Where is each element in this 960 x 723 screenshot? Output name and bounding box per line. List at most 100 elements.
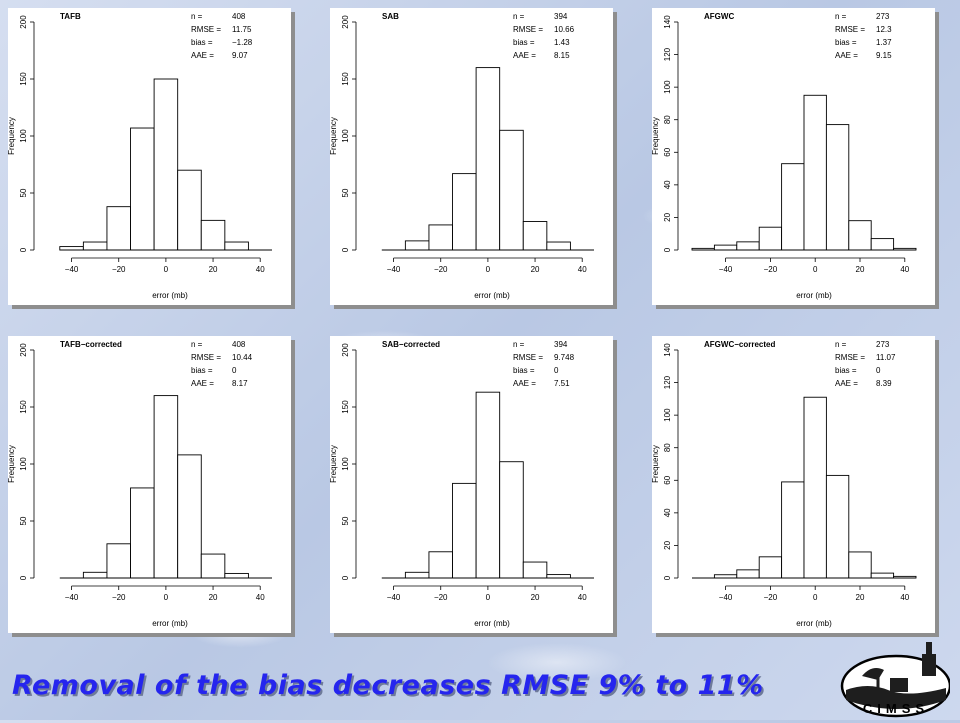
x-tick-label: 40 <box>578 593 587 602</box>
x-tick-label: 20 <box>531 593 540 602</box>
y-tick-label: 100 <box>663 80 672 94</box>
x-tick-label: 20 <box>209 593 218 602</box>
x-tick-label: 40 <box>900 265 909 274</box>
histogram-bar <box>758 226 783 251</box>
x-tick-label: 0 <box>164 593 169 602</box>
histogram-bar <box>428 551 453 579</box>
y-tick-label: 150 <box>19 72 28 86</box>
y-tick-label: 0 <box>663 575 672 580</box>
x-tick-label: 20 <box>856 265 865 274</box>
y-tick-label: 200 <box>19 343 28 357</box>
x-tick-label: −40 <box>387 265 401 274</box>
histogram-panel-sab-corrected: −40 −20 0 20 40 error (mb) 0 50 100 150 200 Frequen… <box>330 336 613 633</box>
x-tick-label: 40 <box>256 265 265 274</box>
histogram-bar <box>848 220 872 251</box>
x-tick-label: 20 <box>856 593 865 602</box>
y-tick-label: 100 <box>341 129 350 143</box>
stat-value: 408 <box>232 340 246 349</box>
x-tick-label: −20 <box>112 593 126 602</box>
stat-value: 9.07 <box>232 51 248 60</box>
histogram-bar <box>499 461 524 579</box>
histogram-bar <box>200 553 226 579</box>
stat-label: bias = <box>835 366 857 375</box>
stat-label: n = <box>835 340 847 349</box>
stat-label: AAE = <box>835 51 858 60</box>
x-axis-label: error (mb) <box>474 619 510 628</box>
histogram-bar <box>404 240 430 251</box>
histogram-bar <box>713 244 738 251</box>
stat-value: 394 <box>554 340 568 349</box>
histogram-panel-afgwc: −40 −20 0 20 40 error (mb) 0 20 40 60 80 100 120 140 F… <box>652 8 935 305</box>
stat-value: 0 <box>876 366 881 375</box>
y-tick-label: 120 <box>663 375 672 389</box>
histogram-bar <box>870 572 895 579</box>
histogram-bar <box>475 391 501 579</box>
histogram-panel-sab: −40 −20 0 20 40 error (mb) 0 50 100 150 200 Frequen… <box>330 8 613 305</box>
x-tick-label: −40 <box>387 593 401 602</box>
stat-label: RMSE = <box>835 353 865 362</box>
stat-label: AAE = <box>513 379 536 388</box>
y-tick-label: 100 <box>341 457 350 471</box>
stat-value: 408 <box>232 12 246 21</box>
histogram-chart: −40 −20 0 20 40 error (mb) 0 20 40 60 80 100 120 140 F… <box>652 340 917 628</box>
y-tick-label: 40 <box>663 508 672 517</box>
stat-value: 1.37 <box>876 38 892 47</box>
stat-label: n = <box>835 12 847 21</box>
stat-label: n = <box>513 12 525 21</box>
histogram-bar <box>870 238 895 251</box>
histogram-bar <box>404 571 430 579</box>
x-axis-label: error (mb) <box>152 291 188 300</box>
y-tick-label: 50 <box>341 188 350 197</box>
histogram-bar <box>781 163 805 251</box>
histogram-bar <box>200 219 226 251</box>
x-tick-label: −40 <box>719 265 733 274</box>
cimss-logo: CIMSS <box>838 640 952 723</box>
stat-label: AAE = <box>835 379 858 388</box>
y-axis-label: Frequency <box>330 117 338 155</box>
histogram-panel-tafb: −40 −20 0 20 40 error (mb) 0 50 100 150 200 Frequen… <box>8 8 291 305</box>
y-tick-label: 140 <box>663 15 672 29</box>
stat-value: 0 <box>232 366 237 375</box>
histogram-chart: −40 −20 0 20 40 error (mb) 0 50 100 150 200 Frequen… <box>330 340 594 628</box>
y-tick-label: 0 <box>341 247 350 252</box>
x-tick-label: 0 <box>486 593 491 602</box>
chart-title: TAFB−corrected <box>60 340 122 349</box>
y-tick-label: 20 <box>663 212 672 221</box>
y-tick-label: 200 <box>341 15 350 29</box>
y-tick-label: 60 <box>663 147 672 156</box>
stat-value: 12.3 <box>876 25 892 34</box>
y-tick-label: 150 <box>341 72 350 86</box>
y-tick-label: 150 <box>19 400 28 414</box>
histogram-bar <box>59 246 84 251</box>
y-tick-label: 80 <box>663 443 672 452</box>
stat-value: 9.748 <box>554 353 575 362</box>
chart-title: AFGWC−corrected <box>704 340 775 349</box>
stat-value: 11.75 <box>232 25 252 34</box>
y-tick-label: 0 <box>19 247 28 252</box>
slide-caption: Removal of the bias decreases RMSE 9% to… <box>12 670 764 701</box>
stat-value: 8.17 <box>232 379 248 388</box>
histogram-bar <box>781 481 805 579</box>
y-tick-label: 60 <box>663 475 672 484</box>
histogram-bar <box>82 571 108 579</box>
histogram-bar <box>130 487 155 579</box>
chart-title: TAFB <box>60 12 81 21</box>
histogram-bar <box>130 127 155 251</box>
stat-label: n = <box>191 340 203 349</box>
stat-value: 11.07 <box>876 353 896 362</box>
y-axis-label: Frequency <box>8 445 16 483</box>
histogram-bar <box>803 396 827 579</box>
y-tick-label: 40 <box>663 180 672 189</box>
x-tick-label: −20 <box>764 265 778 274</box>
stat-label: n = <box>513 340 525 349</box>
histogram-bar <box>452 173 477 251</box>
stat-value: 0 <box>554 366 559 375</box>
stat-label: bias = <box>513 366 535 375</box>
x-axis-label: error (mb) <box>796 291 832 300</box>
y-tick-label: 140 <box>663 343 672 357</box>
y-tick-label: 80 <box>663 115 672 124</box>
histogram-bar <box>736 241 760 251</box>
chart-title: SAB−corrected <box>382 340 440 349</box>
histogram-bar <box>224 572 249 579</box>
y-tick-label: 50 <box>19 516 28 525</box>
